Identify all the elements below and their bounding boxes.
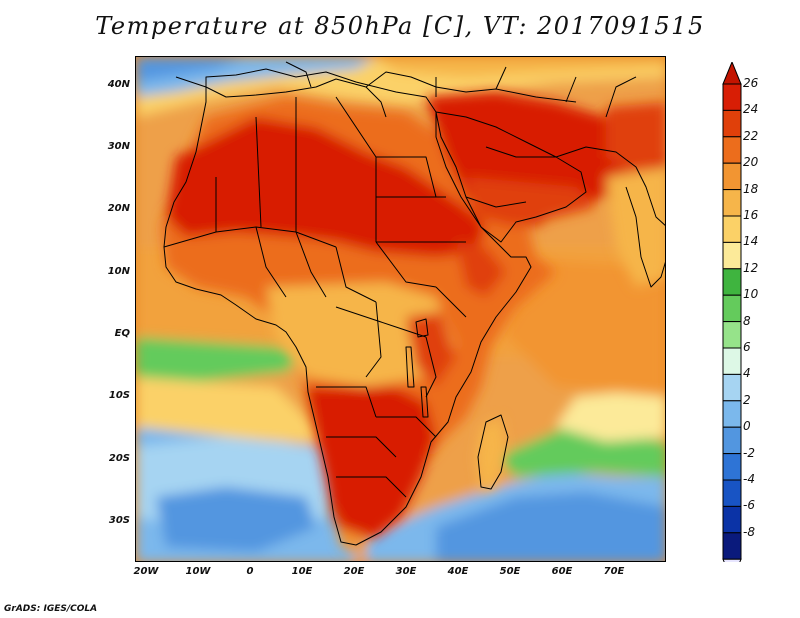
colorbar-swatch xyxy=(722,83,742,111)
colorbar-tick-label: 2 xyxy=(743,392,751,407)
colorbar-swatch xyxy=(722,426,742,455)
colorbar-swatch xyxy=(722,453,742,481)
lon-tick-label: 60E xyxy=(551,566,573,577)
colorbar-tick-label: 16 xyxy=(743,208,759,222)
lon-tick-label: 10W xyxy=(185,566,211,577)
lat-tick-label: 30N xyxy=(107,141,130,152)
colorbar-swatch xyxy=(722,532,742,560)
colorbar-swatch xyxy=(722,347,742,375)
credit-label: GrADS: IGES/COLA xyxy=(4,604,98,614)
lon-tick-label: 50E xyxy=(499,566,521,577)
colorbar-tick-label: 14 xyxy=(743,234,759,249)
lon-tick-label: 70E xyxy=(603,566,625,577)
colorbar-tick-label: 22 xyxy=(743,128,759,143)
colorbar-swatch xyxy=(722,505,742,534)
colorbar-swatch xyxy=(722,479,742,507)
colorbar-tick-label: 26 xyxy=(743,76,759,90)
colorbar-tick-label: 10 xyxy=(743,287,759,302)
colorbar-tick-label: 12 xyxy=(743,260,759,275)
colorbar-tick-label: 0 xyxy=(743,419,751,434)
colorbar-swatch xyxy=(722,373,742,402)
colorbar-swatch xyxy=(722,109,742,138)
colorbar-tick-label: 8 xyxy=(743,313,751,328)
colorbar-tick-label: -6 xyxy=(743,498,755,513)
lat-tick-label: 40N xyxy=(107,79,130,90)
colorbar-tick-label: 20 xyxy=(743,155,759,170)
colorbar-tick-label: 24 xyxy=(743,102,759,117)
colorbar-swatch xyxy=(722,189,742,217)
colorbar-swatch xyxy=(722,241,742,270)
temperature-field xyxy=(136,57,665,561)
lat-tick-label: 20S xyxy=(108,453,130,464)
colorbar-swatch xyxy=(722,321,742,349)
colorbar-tick-label: 18 xyxy=(743,181,759,196)
colorbar-swatch xyxy=(722,162,742,191)
lon-tick-label: 0 xyxy=(246,566,254,577)
land-field xyxy=(161,92,665,552)
lat-tick-label: EQ xyxy=(114,328,130,339)
colorbar-swatch xyxy=(722,400,742,428)
lon-tick-label: 30E xyxy=(395,566,417,577)
colorbar xyxy=(722,62,742,562)
lon-tick-label: 10E xyxy=(291,566,313,577)
colorbar-tick-label: -4 xyxy=(743,472,755,486)
lon-tick-label: 20E xyxy=(343,566,365,577)
lat-tick-label: 20N xyxy=(107,203,130,214)
lat-tick-label: 30S xyxy=(108,515,130,526)
colorbar-swatch xyxy=(722,268,742,296)
colorbar-swatch xyxy=(722,294,742,323)
colorbar-top-arrow xyxy=(722,62,742,85)
lat-tick-label: 10S xyxy=(108,390,130,401)
colorbar-tick-label: 4 xyxy=(743,366,751,381)
lon-tick-label: 20W xyxy=(133,566,159,577)
colorbar-tick-label: -2 xyxy=(743,445,755,460)
chart-title: Temperature at 850hPa [C], VT: 201709151… xyxy=(95,12,705,40)
colorbar-bottom-arrow xyxy=(722,558,742,562)
lat-tick-label: 10N xyxy=(107,266,130,277)
temperature-map xyxy=(135,56,666,562)
colorbar-swatch xyxy=(722,136,742,164)
colorbar-tick-label: -8 xyxy=(743,524,755,539)
coastline-borders xyxy=(163,61,665,546)
colorbar-swatch xyxy=(722,215,742,243)
colorbar-tick-label: 6 xyxy=(743,340,751,354)
lon-tick-label: 40E xyxy=(447,566,469,577)
